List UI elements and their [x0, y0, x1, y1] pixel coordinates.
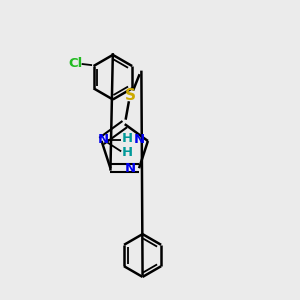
Text: H: H	[122, 146, 133, 159]
Text: N: N	[134, 133, 145, 146]
Text: S: S	[124, 88, 136, 104]
Text: N: N	[98, 133, 109, 146]
Text: H: H	[122, 132, 133, 145]
Text: N: N	[125, 162, 136, 175]
Text: Cl: Cl	[68, 57, 82, 70]
